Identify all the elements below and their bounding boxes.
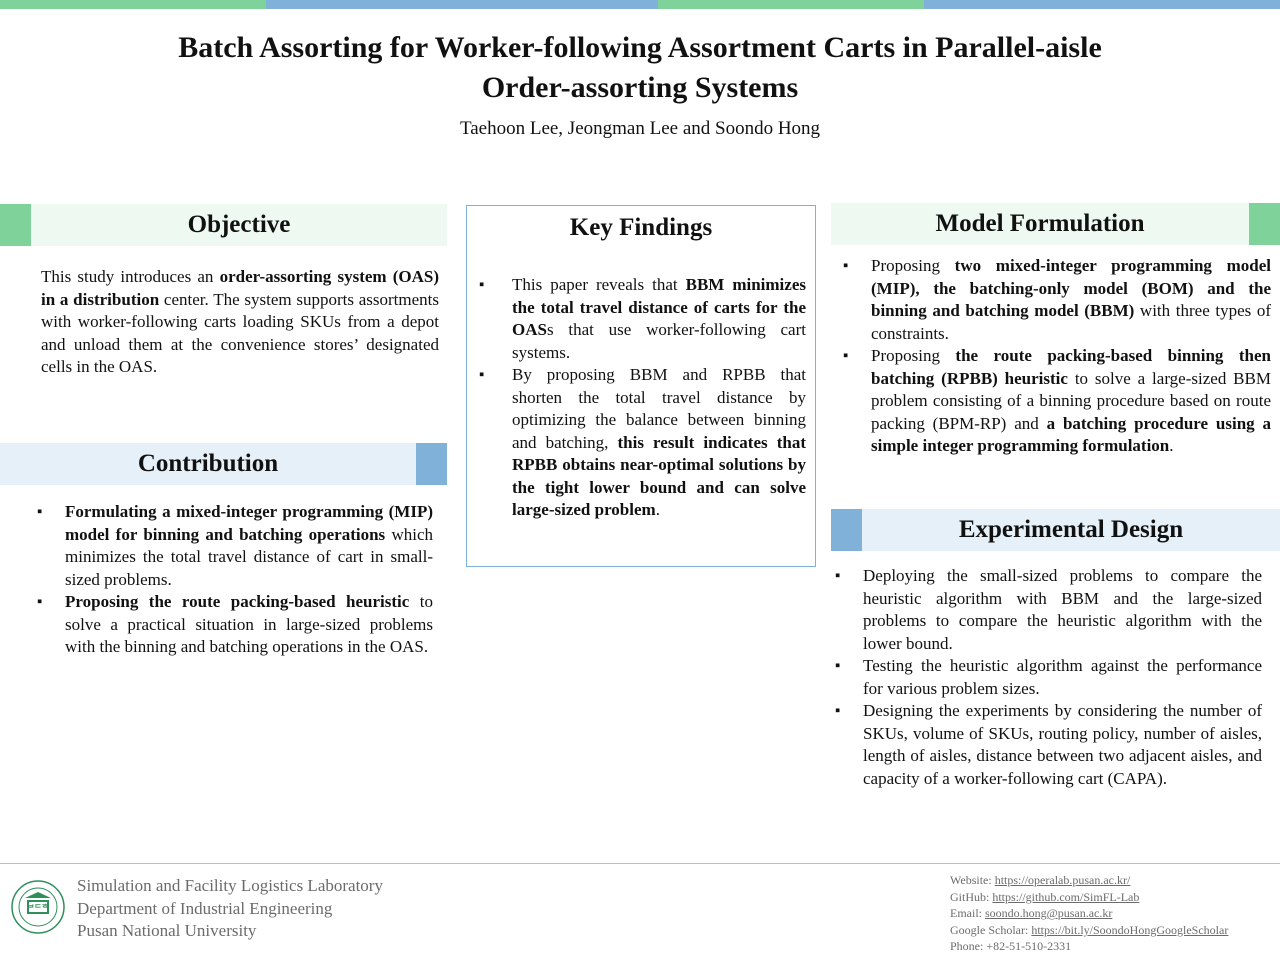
contribution-header: Contribution bbox=[0, 443, 447, 485]
title-line-1: Batch Assorting for Worker-following Ass… bbox=[178, 31, 1102, 64]
list-item-text: By proposing BBM and RPBB that shorten t… bbox=[512, 365, 806, 452]
phone-number: Phone: +82-51-510-2331 bbox=[950, 939, 1072, 954]
website-label: Website: bbox=[950, 873, 995, 887]
experimental-design-accent bbox=[831, 509, 862, 551]
list-item: Designing the experiments by considering… bbox=[835, 700, 1262, 790]
list-item-text: to solve a practical situation in large-… bbox=[65, 592, 433, 656]
list-item-text: to solve a large-sized BBM problem consi… bbox=[871, 368, 1271, 433]
department-name: Department of Industrial Engineering bbox=[77, 898, 333, 918]
university-logo-icon: ᄇᄃᄒ bbox=[11, 880, 65, 934]
list-item-text: with three types of constraints. bbox=[871, 301, 1271, 343]
list-item-bold: Proposing the route packing-based heuris… bbox=[65, 592, 410, 611]
top-bar-segment bbox=[658, 0, 924, 9]
list-item: Proposing two mixed-integer programming … bbox=[843, 255, 1271, 345]
contribution-heading: Contribution bbox=[137, 450, 279, 477]
model-formulation-list: Proposing two mixed-integer programming … bbox=[843, 255, 1271, 458]
top-color-bar bbox=[0, 0, 1280, 9]
list-item: Proposing the route packing-based heuris… bbox=[37, 591, 433, 659]
list-item: Proposing the route packing-based binnin… bbox=[843, 345, 1271, 458]
list-item-bold: a batching procedure using a simple inte… bbox=[871, 413, 1271, 456]
list-item-text: Proposing bbox=[871, 346, 956, 365]
footer-divider bbox=[0, 863, 1280, 864]
email-label: Email: bbox=[950, 906, 985, 921]
list-item-text: . bbox=[1169, 436, 1174, 455]
lab-name: Simulation and Facility Logistics Labora… bbox=[77, 876, 383, 895]
list-item-bold: Formulating a mixed-integer programming … bbox=[65, 502, 433, 544]
experimental-design-header: Experimental Design bbox=[831, 509, 1280, 551]
email-row: Email: soondo.hong@pusan.ac.kr bbox=[950, 905, 1228, 922]
poster-title: Batch Assorting for Worker-following Ass… bbox=[0, 28, 1280, 108]
list-item-bold: two mixed-integer programming model (MIP… bbox=[871, 256, 1271, 320]
website-link[interactable]: https://operalab.pusan.ac.kr/ bbox=[994, 873, 1131, 887]
top-bar-segment bbox=[924, 0, 1280, 9]
scholar-link[interactable]: https://bit.ly/SoondoHongGoogleScholar bbox=[1031, 922, 1229, 937]
list-item: This paper reveals that BBM minimizes th… bbox=[479, 274, 806, 364]
key-findings-list: This paper reveals that BBM minimizes th… bbox=[479, 274, 806, 522]
contribution-accent bbox=[416, 443, 447, 485]
experimental-design-list: Deploying the small-sized problems to co… bbox=[835, 565, 1262, 790]
scholar-label: Google Scholar: bbox=[950, 922, 1032, 937]
experimental-design-heading: Experimental Design bbox=[958, 516, 1184, 543]
scholar-row: Google Scholar: https://bit.ly/SoondoHon… bbox=[950, 922, 1228, 939]
github-row: GitHub: https://github.com/SimFL-Lab bbox=[950, 889, 1228, 906]
objective-heading: Objective bbox=[187, 211, 291, 238]
list-item-bold: BBM minimizes the total travel distance … bbox=[512, 275, 806, 339]
model-formulation-accent bbox=[1249, 203, 1280, 245]
list-item: Formulating a mixed-integer programming … bbox=[37, 501, 433, 591]
contact-info: Website: https://operalab.pusan.ac.kr/ G… bbox=[950, 872, 1228, 955]
list-item: Deploying the small-sized problems to co… bbox=[835, 565, 1262, 655]
list-item-text: Proposing bbox=[871, 256, 955, 275]
list-item-bold: this result indicates that RPBB obtains … bbox=[512, 432, 806, 520]
model-formulation-heading: Model Formulation bbox=[935, 210, 1145, 237]
model-formulation-header: Model Formulation bbox=[831, 203, 1280, 245]
objective-text: This study introduces an order-assorting… bbox=[41, 266, 439, 379]
key-findings-heading: Key Findings bbox=[569, 214, 713, 241]
list-item-text: which minimizes the total travel distanc… bbox=[65, 524, 433, 589]
list-item: Testing the heuristic algorithm against … bbox=[835, 655, 1262, 700]
top-bar-segment bbox=[266, 0, 658, 9]
website-row: Website: https://operalab.pusan.ac.kr/ bbox=[950, 872, 1228, 889]
list-item-text: s that use worker-following cart systems… bbox=[512, 320, 806, 362]
objective-accent bbox=[0, 204, 31, 246]
contribution-list: Formulating a mixed-integer programming … bbox=[37, 501, 433, 659]
top-bar-segment bbox=[0, 0, 266, 9]
list-item-text: This paper reveals that bbox=[512, 275, 686, 294]
list-item: By proposing BBM and RPBB that shorten t… bbox=[479, 364, 806, 522]
title-line-2: Order-assorting Systems bbox=[481, 71, 799, 104]
authors: Taehoon Lee, Jeongman Lee and Soondo Hon… bbox=[459, 118, 821, 139]
key-findings-box: Key Findings bbox=[466, 205, 816, 567]
logo-text: ᄇᄃᄒ bbox=[27, 904, 49, 913]
list-item-text: . bbox=[655, 500, 660, 519]
github-label: GitHub: bbox=[950, 889, 993, 904]
objective-text-part: This study introduces an bbox=[41, 267, 220, 286]
list-item-bold: the route packing-based binning then bat… bbox=[871, 346, 1271, 388]
email-link[interactable]: soondo.hong@pusan.ac.kr bbox=[985, 906, 1113, 921]
objective-header: Objective bbox=[0, 204, 447, 246]
github-link[interactable]: https://github.com/SimFL-Lab bbox=[992, 889, 1140, 904]
university-name: Pusan National University bbox=[77, 921, 257, 940]
lab-info: Simulation and Facility Logistics Labora… bbox=[77, 875, 383, 943]
objective-text-part: center. The system supports assortments … bbox=[41, 289, 440, 377]
objective-bold-text: order-assorting system (OAS) in a distri… bbox=[41, 267, 439, 309]
